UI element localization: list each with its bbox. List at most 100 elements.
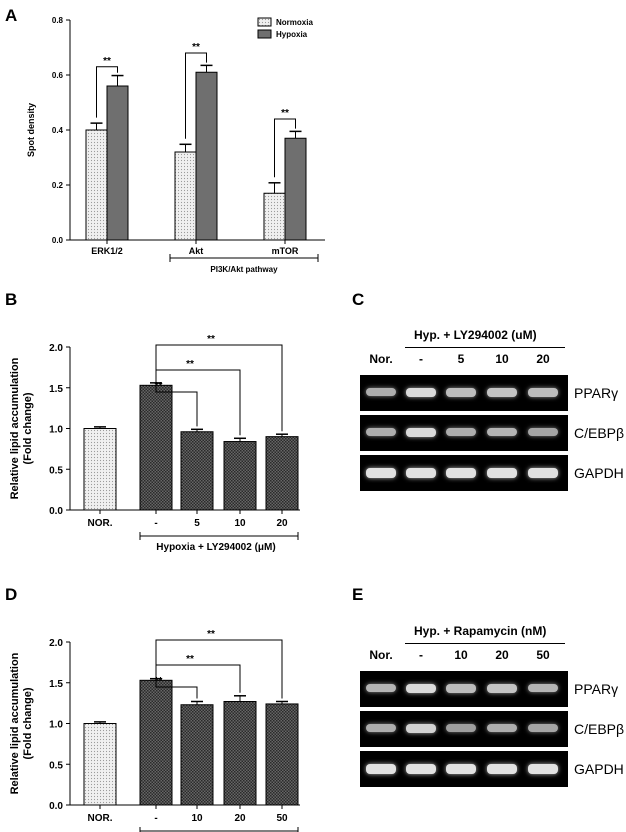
a-bar xyxy=(284,137,307,241)
a-ytick-label: 0.6 xyxy=(52,71,64,80)
c-lane-label: - xyxy=(419,352,423,366)
e-row-label: PPARγ xyxy=(574,681,619,697)
b-significance-bracket xyxy=(155,379,198,427)
d-bar xyxy=(180,704,214,806)
b-ytick-label: 1.5 xyxy=(49,384,63,395)
c-lane-label: 20 xyxy=(536,352,550,366)
a-significance-bracket xyxy=(96,66,118,118)
c-row-label: GAPDH xyxy=(574,465,624,481)
a-significance-label: ** xyxy=(281,108,289,119)
a-legend-label: Normoxia xyxy=(276,18,313,27)
c-lane-label: 5 xyxy=(457,352,465,366)
e-band xyxy=(487,724,517,733)
c-band xyxy=(446,388,476,397)
e-lane-label: Nor. xyxy=(369,648,393,662)
c-band xyxy=(487,468,517,478)
e-band xyxy=(406,724,436,734)
d-ytick-label: 2.0 xyxy=(49,638,63,649)
a-bar xyxy=(195,71,218,241)
e-lane-label: 10 xyxy=(454,648,468,662)
b-bar xyxy=(83,428,117,511)
a-legend-swatch xyxy=(257,17,272,27)
a-legend-swatch xyxy=(257,29,272,39)
e-band xyxy=(446,684,476,693)
e-band xyxy=(487,764,517,774)
d-ytick-label: 1.5 xyxy=(49,679,63,690)
a-bar xyxy=(85,129,108,241)
d-significance-label: ** xyxy=(186,654,194,665)
d-significance-bracket xyxy=(155,639,283,699)
a-bar xyxy=(263,192,286,241)
d-ytick-label: 0.5 xyxy=(49,760,63,771)
c-band xyxy=(406,428,436,438)
a-ytick-label: 0.0 xyxy=(52,236,64,245)
a-ytick-label: 0.8 xyxy=(52,16,64,25)
e-lane-label: 50 xyxy=(536,648,550,662)
b-xtick-label: - xyxy=(154,518,157,529)
b-xtick-label: NOR. xyxy=(88,518,113,529)
c-band xyxy=(406,468,436,478)
b-bar xyxy=(223,441,257,511)
b-ytick-label: 0.5 xyxy=(49,465,63,476)
b-xtick-label: 20 xyxy=(276,518,288,529)
c-band xyxy=(406,388,436,398)
c-gel-header-line xyxy=(405,347,565,348)
e-lane-label: 20 xyxy=(495,648,509,662)
b-y-axis-label: Relative lipid accumulation xyxy=(9,357,21,499)
b-significance-label: ** xyxy=(186,359,194,370)
d-y-axis-label: Relative lipid accumulation xyxy=(9,652,21,794)
c-band xyxy=(528,468,558,478)
c-row-label: PPARγ xyxy=(574,385,619,401)
c-band xyxy=(487,388,517,397)
a-xtick-label: ERK1/2 xyxy=(91,246,123,256)
c-band xyxy=(446,428,476,437)
c-gel-header: Hyp. + LY294002 (uM) xyxy=(414,328,537,342)
b-x-axis-label: Hypoxia + LY294002 (μM) xyxy=(156,542,275,553)
c-row-label: C/EBPβ xyxy=(574,425,625,441)
d-bar xyxy=(223,700,257,806)
d-xtick-label: 50 xyxy=(276,813,288,824)
d-significance-bracket xyxy=(155,675,198,699)
b-ytick-label: 1.0 xyxy=(49,425,63,436)
b-bar xyxy=(265,436,299,511)
b-significance-bracket xyxy=(155,344,283,432)
d-significance-label: ** xyxy=(207,629,215,640)
a-y-axis-label: Spot density xyxy=(26,103,36,157)
d-ytick-label: 1.0 xyxy=(49,720,63,731)
d-bar xyxy=(265,703,299,806)
c-band xyxy=(366,388,396,397)
d-ytick-label: 0.0 xyxy=(49,801,63,812)
c-lane-label: 10 xyxy=(495,352,509,366)
e-gel-header: Hyp. + Rapamycin (nM) xyxy=(414,624,547,638)
e-row-label: GAPDH xyxy=(574,761,624,777)
b-significance-label: ** xyxy=(155,381,163,392)
d-xtick-label: - xyxy=(154,813,157,824)
e-lane-label: - xyxy=(419,648,423,662)
e-band xyxy=(366,684,396,693)
b-y-axis-label: (Fold change) xyxy=(22,392,34,464)
e-band xyxy=(487,684,517,693)
e-band xyxy=(446,724,476,732)
d-xtick-label: 20 xyxy=(234,813,246,824)
e-band xyxy=(366,724,396,733)
a-xtick-label: Akt xyxy=(189,246,204,256)
c-band xyxy=(528,428,558,436)
a-group-label: PI3K/Akt pathway xyxy=(210,265,278,274)
e-row-label: C/EBPβ xyxy=(574,721,625,737)
a-bar xyxy=(174,151,197,241)
e-band xyxy=(446,764,476,774)
b-ytick-label: 2.0 xyxy=(49,343,63,354)
a-legend-label: Hypoxia xyxy=(276,30,308,39)
b-ytick-label: 0.0 xyxy=(49,506,63,517)
b-bar xyxy=(139,384,173,511)
panel-d-letter: D xyxy=(5,585,18,604)
e-gel-header-line xyxy=(405,643,565,644)
c-band xyxy=(446,468,476,478)
a-significance-bracket xyxy=(185,52,207,139)
c-band xyxy=(487,428,517,437)
a-ytick-label: 0.2 xyxy=(52,181,64,190)
e-band xyxy=(528,724,558,732)
a-significance-bracket xyxy=(274,118,296,178)
panel-c-letter: C xyxy=(352,290,365,309)
